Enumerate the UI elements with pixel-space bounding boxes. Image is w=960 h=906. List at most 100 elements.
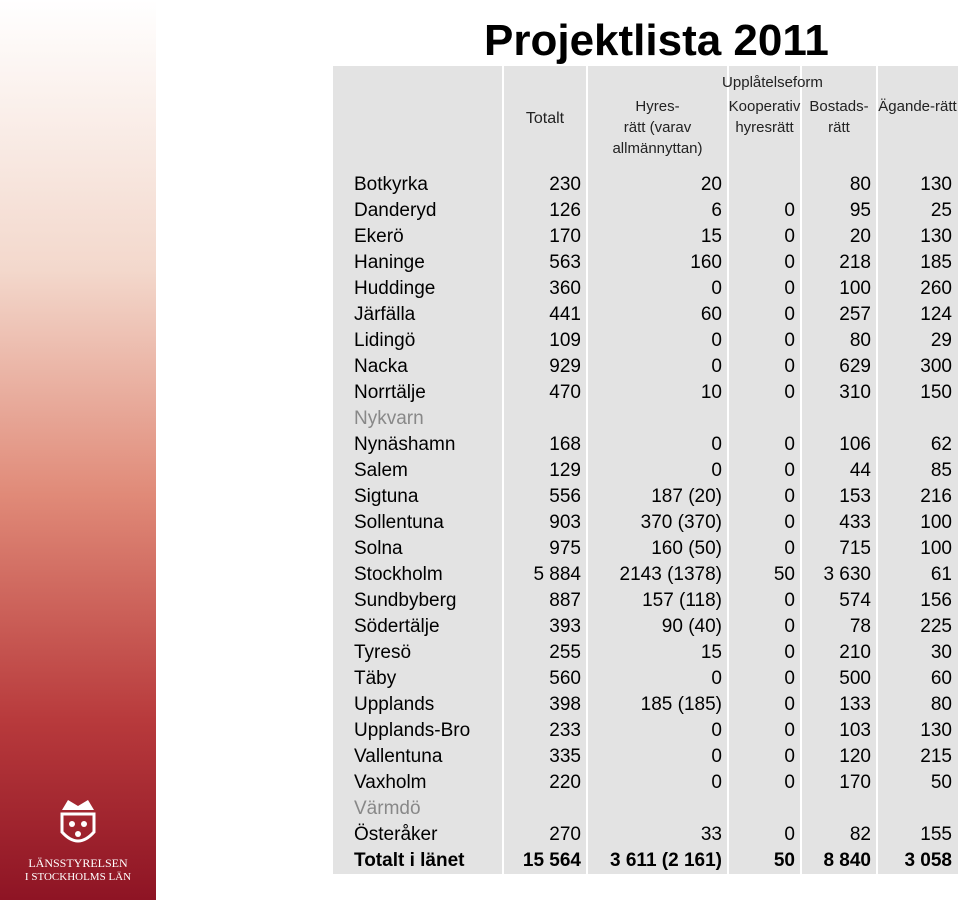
- cell: 3 611 (2 161): [610, 850, 722, 871]
- cell: 218: [839, 252, 871, 273]
- cell: 120: [839, 746, 871, 767]
- row-label: Värmdö: [354, 798, 421, 819]
- cell: 15: [700, 226, 722, 247]
- row-label: Lidingö: [354, 330, 416, 351]
- cell: 0: [784, 824, 795, 845]
- cell: 187 (20): [651, 486, 722, 507]
- cell: 0: [784, 460, 795, 481]
- cell: 0: [711, 330, 722, 351]
- cell: 0: [784, 538, 795, 559]
- column-divider: [800, 66, 802, 874]
- cell: 5 884: [533, 564, 581, 585]
- cell: 715: [839, 538, 871, 559]
- cell: 61: [930, 564, 952, 585]
- cell: 574: [839, 590, 871, 611]
- cell: 500: [839, 668, 871, 689]
- cell: 8 840: [823, 850, 871, 871]
- cell: 82: [849, 824, 871, 845]
- cell: 441: [549, 304, 581, 325]
- row-label: Salem: [354, 460, 408, 481]
- column-header: rätt: [828, 119, 850, 136]
- cell: 160: [690, 252, 722, 273]
- cell: 90 (40): [661, 616, 722, 637]
- cell: 0: [784, 668, 795, 689]
- row-label: Huddinge: [354, 278, 436, 299]
- logo-line: LÄNSSTYRELSEN: [28, 856, 128, 870]
- cell: 168: [549, 434, 581, 455]
- cell: 556: [549, 486, 581, 507]
- cell: 433: [839, 512, 871, 533]
- cell: 360: [549, 278, 581, 299]
- cell: 233: [549, 720, 581, 741]
- cell: 157 (118): [642, 590, 722, 611]
- column-divider: [727, 66, 729, 874]
- cell: 225: [920, 616, 952, 637]
- cell: 3 630: [823, 564, 871, 585]
- cell: 903: [549, 512, 581, 533]
- cell: 126: [549, 200, 581, 221]
- cell: 335: [549, 746, 581, 767]
- cell: 0: [711, 746, 722, 767]
- sidebar: LÄNSSTYRELSEN I STOCKHOLMS LÄN: [0, 0, 156, 900]
- column-header: allmännyttan): [612, 140, 703, 157]
- cell: 216: [920, 486, 952, 507]
- cell: 0: [784, 590, 795, 611]
- cell: 15: [700, 642, 722, 663]
- row-label: Haninge: [354, 252, 425, 273]
- logo-line: I STOCKHOLMS LÄN: [24, 871, 132, 883]
- cell: 0: [784, 720, 795, 741]
- cell: 170: [839, 772, 871, 793]
- cell: 310: [839, 382, 871, 403]
- cell: 85: [930, 460, 952, 481]
- group-header: Upplåtelseform: [722, 74, 823, 91]
- cell: 153: [839, 486, 871, 507]
- crest: [60, 800, 96, 843]
- cell: 393: [549, 616, 581, 637]
- cell: 80: [930, 694, 952, 715]
- cell: 130: [920, 174, 952, 195]
- cell: 60: [700, 304, 722, 325]
- cell: 10: [700, 382, 722, 403]
- cell: 50: [930, 772, 952, 793]
- cell: 156: [920, 590, 952, 611]
- cell: 15 564: [522, 850, 581, 871]
- cell: 0: [784, 616, 795, 637]
- cell: 257: [839, 304, 871, 325]
- cell: 0: [784, 512, 795, 533]
- row-label: Sollentuna: [354, 512, 444, 533]
- cell: 398: [549, 694, 581, 715]
- cell: 29: [930, 330, 952, 351]
- row-label: Täby: [354, 668, 397, 689]
- cell: 0: [784, 434, 795, 455]
- cell: 44: [849, 460, 871, 481]
- cell: 220: [549, 772, 581, 793]
- cell: 887: [549, 590, 581, 611]
- row-label: Botkyrka: [354, 174, 428, 195]
- cell: 33: [700, 824, 722, 845]
- cell: 0: [784, 330, 795, 351]
- cell: 133: [839, 694, 871, 715]
- cell: 0: [784, 694, 795, 715]
- column-header: Ägande-rätt: [878, 98, 957, 115]
- row-label: Vallentuna: [354, 746, 443, 767]
- cell: 103: [839, 720, 871, 741]
- cell: 0: [784, 772, 795, 793]
- cell: 560: [549, 668, 581, 689]
- row-label: Nykvarn: [354, 408, 424, 429]
- cell: 0: [711, 772, 722, 793]
- cell: 130: [920, 720, 952, 741]
- cell: 130: [920, 226, 952, 247]
- cell: 270: [549, 824, 581, 845]
- cell: 20: [700, 174, 722, 195]
- cell: 215: [920, 746, 952, 767]
- row-label: Österåker: [354, 824, 438, 845]
- cell: 80: [849, 330, 871, 351]
- cell: 80: [849, 174, 871, 195]
- column-divider: [586, 66, 588, 874]
- cell: 0: [784, 356, 795, 377]
- cell: 185 (185): [640, 694, 722, 715]
- cell: 95: [849, 200, 871, 221]
- cell: 170: [549, 226, 581, 247]
- row-label: Tyresö: [354, 642, 412, 663]
- cell: 0: [711, 434, 722, 455]
